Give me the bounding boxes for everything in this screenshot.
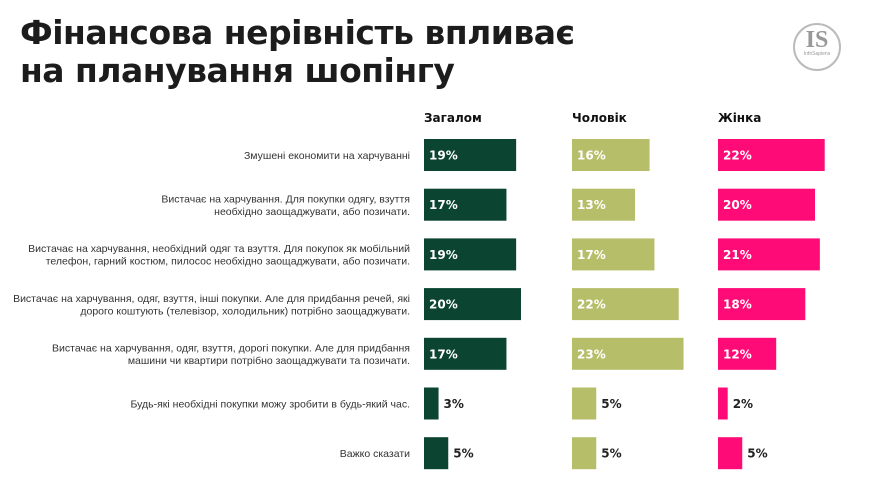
- category-label: Вистачає на харчування, необхідний одяг …: [28, 243, 410, 255]
- bar: [718, 238, 820, 271]
- data-label: 17%: [577, 248, 606, 262]
- column-header: Чоловік: [572, 111, 627, 125]
- data-label: 20%: [429, 298, 458, 312]
- bar: [572, 337, 684, 370]
- data-label: 21%: [723, 248, 752, 262]
- infosapiens-logo: IS InfoSapiens: [793, 23, 841, 71]
- category-label: Вистачає на харчування, одяг, взуття, ін…: [13, 293, 410, 305]
- bar: [424, 238, 517, 271]
- category-label: Вистачає на харчування. Для покупки одяг…: [161, 193, 410, 205]
- data-label: 19%: [429, 149, 458, 163]
- bar: [718, 387, 728, 420]
- bar: [718, 437, 743, 470]
- column-header: Загалом: [424, 111, 482, 125]
- data-label: 5%: [601, 447, 621, 461]
- bar: [718, 188, 815, 221]
- data-label: 22%: [577, 298, 606, 312]
- bar: [424, 387, 439, 420]
- bar: [572, 437, 597, 470]
- bar: [424, 437, 449, 470]
- category-label: дорого коштують (телевізор, холодильник)…: [80, 305, 410, 317]
- data-label: 12%: [723, 347, 752, 361]
- data-label: 17%: [429, 347, 458, 361]
- category-label: необхідно заощаджувати, або позичати.: [214, 206, 410, 218]
- bar: [572, 238, 655, 271]
- column-header: Жінка: [718, 111, 761, 125]
- data-label: 2%: [733, 397, 753, 411]
- data-label: 22%: [723, 149, 752, 163]
- bar: [718, 139, 825, 171]
- logo-subtext: InfoSapiens: [803, 51, 831, 57]
- bar: [718, 288, 806, 321]
- bar: [424, 288, 521, 321]
- title-line-1: Фінансова нерівність впливає: [20, 13, 575, 52]
- bar: [572, 387, 597, 420]
- category-label: Будь-які необхідні покупки можу зробити …: [130, 399, 410, 411]
- data-label: 23%: [577, 347, 606, 361]
- data-label: 5%: [747, 447, 767, 461]
- bar: [572, 288, 679, 321]
- data-label: 3%: [444, 397, 464, 411]
- data-label: 5%: [601, 397, 621, 411]
- category-label: телефон, гарний костюм, пилосос необхідн…: [46, 256, 410, 268]
- logo-text: IS: [805, 27, 829, 53]
- data-label: 5%: [453, 447, 473, 461]
- category-label: Вистачає на харчування, одяг, взуття, до…: [52, 343, 410, 355]
- bar: [572, 139, 650, 171]
- title-line-2: на планування шопінгу: [20, 51, 455, 90]
- bar: [424, 139, 517, 171]
- category-label: Важко сказати: [340, 448, 410, 460]
- data-label: 13%: [577, 198, 606, 212]
- bar: [424, 188, 507, 221]
- bar: [572, 188, 636, 221]
- data-label: 20%: [723, 198, 752, 212]
- bar: [718, 337, 777, 370]
- data-label: 17%: [429, 198, 458, 212]
- data-label: 18%: [723, 298, 752, 312]
- category-label: Змушені економити на харчуванні: [244, 150, 410, 162]
- page-title: Фінансова нерівність впливає на плануван…: [20, 14, 575, 90]
- category-label: машини чи квартири потрібно заощаджувати…: [128, 355, 410, 367]
- bar: [424, 337, 507, 370]
- data-label: 19%: [429, 248, 458, 262]
- data-label: 16%: [577, 149, 606, 163]
